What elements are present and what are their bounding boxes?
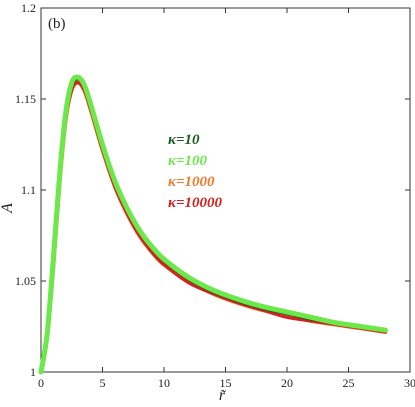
legend: κ=10 κ=100 κ=1000 κ=10000 [168,132,222,211]
x-tick-label: 30 [404,376,415,390]
series-line-3 [39,81,387,374]
x-tick-label: 0 [38,376,44,390]
plot-frame [40,7,411,373]
series-lines [38,74,388,375]
x-tick-label: 5 [100,376,106,390]
series-line-1 [38,74,388,375]
axis-ticks: 0 5 10 15 20 25 30 1 1.05 1.1 1.15 1.2 [15,1,415,390]
legend-entry: κ=100 [168,153,207,169]
legend-entry: κ=10 [168,132,200,148]
x-tick-label: 10 [158,376,170,390]
y-tick-label: 1.05 [15,274,36,288]
x-tick-label: 15 [220,376,232,390]
legend-entry: κ=1000 [168,174,215,190]
legend-entry: κ=10000 [168,195,222,211]
series-line-2 [39,80,388,374]
y-tick-label: 1 [30,365,36,379]
y-tick-label: 1.15 [15,92,36,106]
x-tick-label: 20 [281,376,293,390]
y-tick-label: 1.2 [21,1,36,15]
panel-label: (b) [48,16,66,32]
x-axis-label: r̃ [219,387,227,404]
y-tick-label: 1.1 [21,183,36,197]
y-axis-label: A [0,203,16,214]
x-tick-label: 25 [343,376,355,390]
